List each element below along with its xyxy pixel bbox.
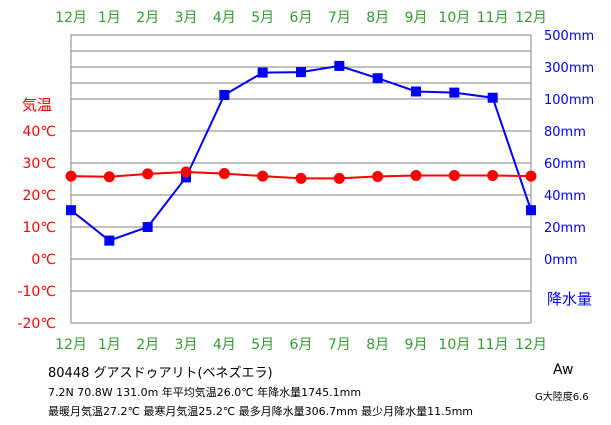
bottom-month-label: 12月	[55, 337, 87, 353]
top-month-label: 1月	[98, 10, 121, 26]
bottom-month-label: 5月	[251, 337, 274, 353]
temperature-point	[410, 169, 422, 181]
station-name: 80448 グアスドゥアリト(ベネズエラ)	[48, 366, 273, 381]
bottom-month-label: 6月	[290, 337, 313, 353]
koppen-class: Aw	[553, 362, 574, 378]
bottom-month-label: 10月	[438, 337, 470, 353]
precipitation-tick-label: 300mm	[544, 61, 594, 76]
top-month-label: 3月	[175, 10, 198, 26]
precipitation-tick-label: 500mm	[544, 29, 594, 44]
precipitation-point	[66, 205, 76, 216]
top-month-label: 6月	[290, 10, 313, 26]
precipitation-point	[372, 73, 383, 84]
precipitation-point	[334, 60, 345, 71]
top-month-label: 12月	[55, 10, 87, 26]
temperature-point	[333, 172, 345, 184]
temperature-point	[487, 169, 499, 181]
precipitation-line	[70, 64, 532, 242]
temperature-tick-label: -10℃	[17, 284, 56, 300]
temperature-tick-labels: 40℃ 30℃ 20℃ 10℃ 0℃ -10℃ -20℃	[17, 124, 56, 332]
bottom-month-label: 3月	[175, 337, 198, 353]
temperature-tick-label: 10℃	[22, 220, 56, 236]
bottom-month-label: 4月	[213, 337, 236, 353]
precipitation-tick-label: 60mm	[544, 157, 586, 172]
top-month-label: 5月	[251, 10, 274, 26]
bottom-month-labels: 12月 1月 2月 3月 4月 5月 6月 7月 8月 9月 10月 11月 12月	[55, 337, 547, 353]
temperature-point	[218, 168, 230, 180]
precipitation-point	[219, 90, 230, 100]
top-month-label: 10月	[438, 10, 470, 26]
bottom-month-label: 7月	[328, 337, 351, 353]
bottom-month-label: 11月	[477, 337, 509, 353]
temperature-tick-label: 30℃	[22, 156, 56, 172]
bottom-month-label: 12月	[515, 337, 547, 353]
bottom-month-label: 8月	[366, 337, 389, 353]
temperature-point	[257, 170, 269, 182]
precipitation-series	[66, 60, 536, 246]
precipitation-point	[411, 86, 421, 97]
temperature-point	[180, 166, 192, 178]
precipitation-point	[142, 222, 153, 232]
temperature-point	[295, 172, 307, 184]
precipitation-tick-label: 40mm	[544, 189, 586, 204]
top-month-label: 4月	[213, 10, 236, 26]
continentality-index: G大陸度6.6	[535, 392, 589, 403]
precipitation-tick-label: 0mm	[544, 253, 578, 268]
temperature-point	[103, 171, 115, 183]
temperature-point	[372, 170, 384, 182]
bottom-month-label: 2月	[136, 337, 159, 353]
top-month-label: 7月	[328, 10, 351, 26]
bottom-month-label: 9月	[405, 337, 428, 353]
precipitation-axis-title: 降水量	[547, 290, 592, 308]
grid-lines	[71, 34, 531, 324]
bottom-month-label: 1月	[98, 337, 121, 353]
top-month-label: 9月	[405, 10, 428, 26]
temperature-tick-label: -20℃	[17, 316, 56, 332]
top-month-label: 2月	[136, 10, 159, 26]
precipitation-tick-label: 100mm	[544, 93, 594, 108]
top-month-label: 12月	[515, 10, 547, 26]
top-month-label: 8月	[366, 10, 389, 26]
summary-line-1: 7.2N 70.8W 131.0m 年平均気温26.0℃ 年降水量1745.1m…	[48, 386, 362, 399]
precipitation-tick-label: 80mm	[544, 125, 586, 140]
temperature-point	[448, 169, 460, 181]
climate-chart: 12月 1月 2月 3月 4月 5月 6月 7月 8月 9月 10月 11月 12月 12月 1月 2月 3月…	[17, 10, 594, 353]
temperature-point	[65, 170, 77, 182]
precipitation-point	[104, 235, 115, 246]
precipitation-point	[487, 92, 498, 103]
temperature-point	[525, 170, 537, 182]
precipitation-tick-labels: 500mm 300mm 100mm 80mm 60mm 40mm 20mm 0mm	[544, 29, 594, 268]
summary-line-2: 最暖月気温27.2℃ 最寒月気温25.2℃ 最多月降水量306.7mm 最少月降…	[48, 405, 474, 418]
precipitation-point	[449, 87, 460, 98]
top-month-labels: 12月 1月 2月 3月 4月 5月 6月 7月 8月 9月 10月 11月 12月	[55, 10, 547, 26]
temperature-point	[142, 168, 154, 180]
precipitation-point	[257, 67, 268, 78]
temperature-tick-label: 40℃	[22, 124, 56, 140]
precipitation-tick-label: 20mm	[544, 221, 586, 236]
top-month-label: 11月	[477, 10, 509, 26]
temperature-tick-label: 20℃	[22, 188, 56, 204]
temperature-tick-label: 0℃	[31, 252, 56, 268]
temperature-axis-title: 気温	[22, 96, 52, 114]
precipitation-point	[526, 205, 536, 216]
temperature-series	[65, 166, 537, 184]
precipitation-point	[296, 67, 306, 78]
